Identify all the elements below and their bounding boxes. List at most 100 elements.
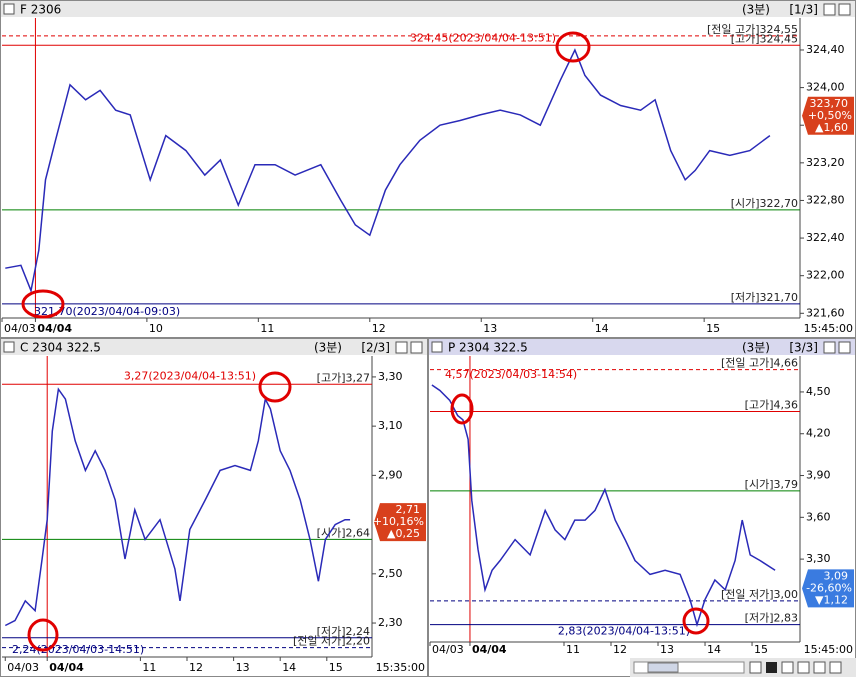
button-prev[interactable]	[749, 661, 762, 674]
highlight-circle	[450, 393, 474, 425]
button-zoom[interactable]	[813, 661, 826, 674]
reference-label: [시가]322,70	[731, 197, 798, 210]
scrollbar[interactable]	[633, 661, 745, 674]
x-tick-label: 14	[595, 322, 609, 335]
y-tick-label: 322,40	[806, 231, 845, 244]
annotation: 3,27(2023/04/04-13:51)	[124, 369, 256, 382]
x-tick-label: 15	[754, 643, 768, 656]
x-tick-label: 04/03	[432, 643, 464, 656]
highlight-circle	[682, 607, 710, 635]
x-tick-label: 14	[282, 661, 296, 674]
annotation: 324,45(2023/04/04-13:51)	[410, 31, 556, 44]
x-tick-label: 04/04	[472, 643, 507, 656]
window-button[interactable]	[838, 3, 851, 16]
last-change-pct: +10,16%	[373, 515, 424, 528]
x-tick-label: 04/03	[7, 661, 39, 674]
window-button[interactable]	[410, 341, 423, 354]
highlight-circle	[27, 618, 59, 652]
button-stop[interactable]	[766, 662, 777, 673]
annotation: 2,24(2023/04/03-14:51)	[12, 643, 144, 656]
x-tick-label: 12	[613, 643, 627, 656]
last-change-pct: +0,50%	[808, 109, 852, 122]
x-end-label: 15:45:00	[804, 322, 853, 335]
y-tick-label: 4,50	[806, 385, 831, 398]
x-end-label: 15:45:00	[804, 643, 853, 656]
y-tick-label: 3,90	[806, 469, 831, 482]
last-price: 3,09	[824, 569, 849, 582]
y-tick-label: 3,30	[378, 370, 403, 383]
checkbox[interactable]	[3, 341, 15, 353]
reference-label: [저가]2,24	[317, 625, 370, 638]
panel-page: [2/3]	[361, 341, 390, 355]
highlight-circle	[555, 31, 591, 63]
y-tick-label: 324,00	[806, 81, 845, 94]
last-price-box	[802, 96, 854, 135]
last-change: ▲1,60	[815, 121, 848, 134]
window-button[interactable]	[823, 341, 836, 354]
x-tick-label: 04/04	[37, 322, 72, 335]
last-change: ▲0,25	[387, 527, 420, 540]
toolbar	[630, 658, 856, 677]
y-tick-label: 3,30	[806, 552, 831, 565]
y-tick-label: 2,90	[378, 468, 403, 481]
highlight-circle	[21, 289, 65, 319]
panel	[0, 0, 856, 338]
last-price: 323,70	[810, 97, 849, 110]
scroll-thumb[interactable]	[647, 662, 679, 673]
y-tick-label: 3,10	[378, 419, 403, 432]
x-tick-label: 13	[236, 661, 250, 674]
button-zoom-in[interactable]	[781, 661, 794, 674]
x-tick-label: 11	[260, 322, 274, 335]
checkbox[interactable]	[3, 3, 15, 15]
y-tick-label: 4,20	[806, 427, 831, 440]
x-tick-label: 11	[566, 643, 580, 656]
panel-interval: (3분)	[314, 341, 342, 355]
y-tick-label: 2,50	[378, 567, 403, 580]
panel-interval: (3분)	[742, 341, 770, 355]
reference-label: [시가]3,79	[745, 478, 798, 491]
annotation: 321,70(2023/04/04-09:03)	[34, 305, 180, 318]
x-tick-label: 15	[706, 322, 720, 335]
y-tick-label: 324,40	[806, 43, 845, 56]
x-tick-label: 14	[707, 643, 721, 656]
x-tick-label: 10	[149, 322, 163, 335]
x-tick-label: 04/03	[4, 322, 36, 335]
price-line	[5, 48, 771, 294]
highlight-circle	[258, 371, 292, 403]
reference-label: [저가]2,83	[745, 612, 798, 625]
last-price: 2,71	[396, 503, 421, 516]
y-tick-label: 321,60	[806, 306, 845, 319]
x-tick-label: 11	[142, 661, 156, 674]
button-settings[interactable]	[829, 661, 842, 674]
x-tick-label: 15	[329, 661, 343, 674]
x-tick-label: 12	[372, 322, 386, 335]
window-button[interactable]	[395, 341, 408, 354]
y-tick-label: 323,20	[806, 156, 845, 169]
panel	[0, 338, 428, 677]
checkbox[interactable]	[431, 341, 443, 353]
reference-label: [전일 고가]4,66	[721, 356, 798, 370]
x-end-label: 15:35:00	[376, 661, 425, 674]
panel	[428, 338, 856, 677]
last-change: ▼1,12	[815, 593, 848, 606]
last-price-box	[802, 569, 854, 608]
reference-label: [고가]3,27	[317, 371, 370, 384]
x-tick-label: 13	[483, 322, 497, 335]
window-button[interactable]	[838, 341, 851, 354]
y-tick-label: 322,00	[806, 269, 845, 282]
panel-interval: (3분)	[742, 3, 770, 17]
button-zoom-out[interactable]	[797, 661, 810, 674]
price-line	[431, 384, 776, 628]
y-tick-label: 2,30	[378, 616, 403, 629]
panel-page: [3/3]	[789, 341, 818, 355]
reference-label: [전일 저가]3,00	[721, 587, 798, 601]
reference-label: [전일 저가]2,20	[293, 634, 370, 648]
panel-page: [1/3]	[789, 3, 818, 17]
x-tick-label: 13	[660, 643, 674, 656]
panel-title: F 2306	[20, 3, 61, 17]
price-line	[4, 387, 351, 627]
window-button[interactable]	[823, 3, 836, 16]
last-price-box	[374, 503, 426, 542]
annotation: 4,57(2023/04/03-14:54)	[445, 368, 577, 381]
